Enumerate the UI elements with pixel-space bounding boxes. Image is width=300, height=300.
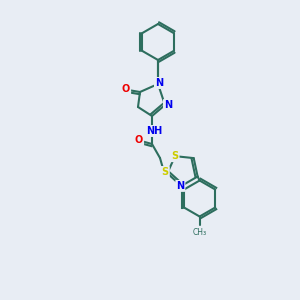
Text: CH₃: CH₃ bbox=[193, 227, 207, 236]
Text: N: N bbox=[164, 100, 172, 110]
Text: S: S bbox=[171, 151, 178, 161]
Text: N: N bbox=[176, 181, 184, 191]
Text: O: O bbox=[135, 135, 143, 145]
Text: NH: NH bbox=[146, 126, 162, 136]
Text: S: S bbox=[161, 167, 169, 177]
Text: S: S bbox=[161, 167, 169, 177]
Text: O: O bbox=[122, 84, 130, 94]
Text: N: N bbox=[155, 78, 163, 88]
